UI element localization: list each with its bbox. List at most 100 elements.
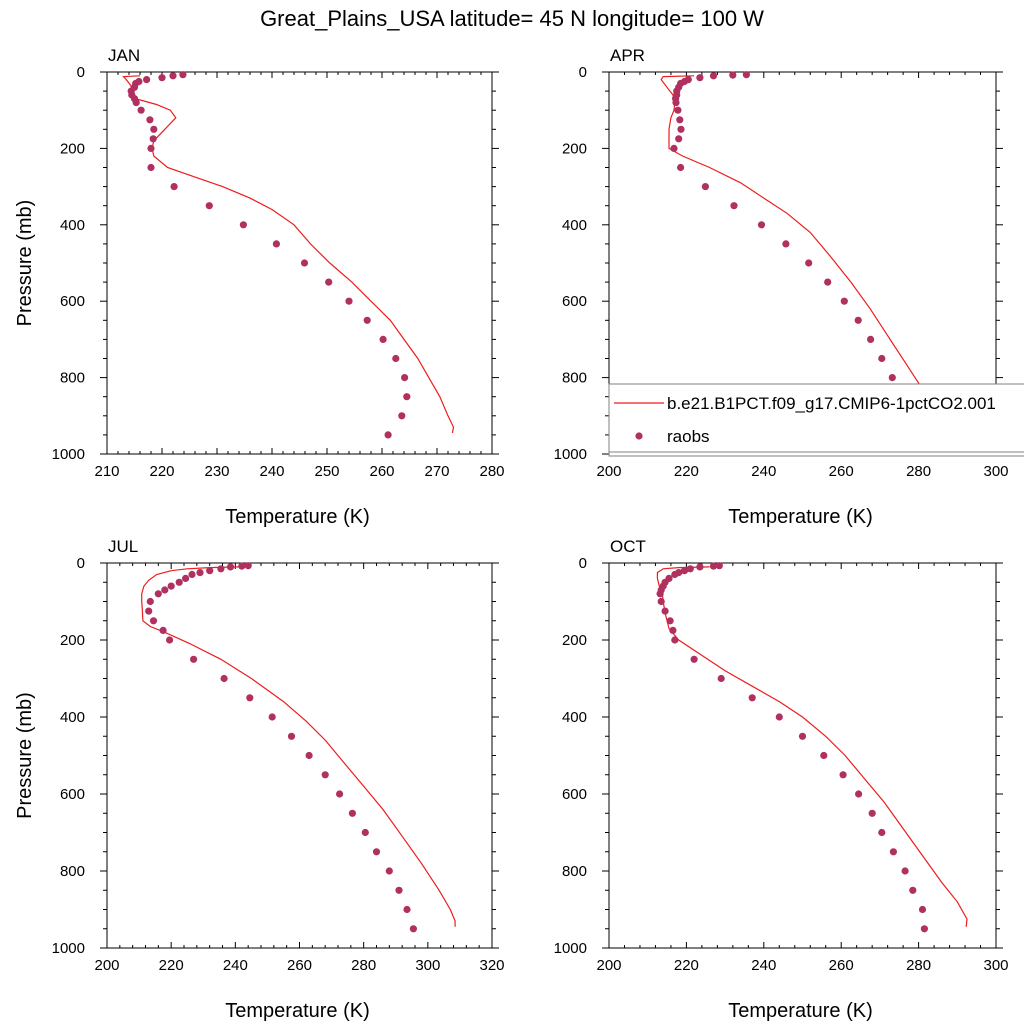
raobs-point — [901, 867, 909, 875]
raobs-point — [674, 106, 682, 114]
raobs-point — [239, 221, 247, 229]
x-tick-label: 320 — [479, 957, 504, 974]
raobs-point — [161, 586, 169, 594]
panel-title: APR — [610, 46, 645, 65]
raobs-point — [878, 828, 886, 837]
raobs-point — [888, 374, 896, 382]
y-tick-label: 400 — [60, 709, 85, 726]
raobs-point — [220, 674, 228, 683]
x-tick-label: 280 — [351, 957, 376, 974]
raobs-point — [166, 636, 174, 644]
y-axis-label: Pressure (mb) — [14, 692, 36, 819]
raobs-point — [656, 590, 664, 598]
x-tick-label: 240 — [751, 463, 776, 480]
raobs-point — [190, 655, 198, 663]
x-tick-label: 260 — [287, 957, 312, 974]
x-tick-label: 200 — [596, 957, 621, 974]
plot-frame — [106, 562, 493, 949]
x-tick-label: 230 — [204, 463, 229, 480]
raobs-point — [372, 848, 381, 856]
raobs-point — [143, 76, 151, 84]
raobs-point — [149, 617, 158, 625]
y-tick-label: 0 — [579, 555, 587, 572]
y-tick-label: 600 — [60, 786, 85, 803]
y-tick-label: 800 — [60, 863, 85, 880]
raobs-point — [226, 563, 235, 571]
x-tick-label: 280 — [906, 463, 931, 480]
x-tick-label: 240 — [751, 957, 776, 974]
y-tick-label: 400 — [60, 217, 85, 234]
x-tick-label: 200 — [596, 463, 621, 480]
x-tick-label: 250 — [314, 463, 339, 480]
y-tick-label: 0 — [77, 555, 85, 572]
raobs-point — [805, 259, 813, 267]
y-tick-label: 200 — [562, 632, 587, 649]
model-profile-line — [656, 566, 968, 927]
model-profile-line — [141, 566, 456, 927]
raobs-point — [179, 71, 187, 79]
raobs-point — [878, 354, 886, 363]
y-tick-label: 600 — [562, 786, 587, 803]
panel-title: OCT — [610, 537, 646, 556]
raobs-point — [132, 99, 140, 107]
raobs-point — [757, 221, 766, 229]
x-tick-label: 220 — [149, 463, 174, 480]
raobs-point — [150, 125, 158, 133]
x-tick-label: 280 — [479, 463, 504, 480]
raobs-point — [379, 335, 387, 343]
raobs-point — [677, 125, 685, 133]
raobs-point — [403, 393, 411, 401]
raobs-point — [300, 259, 309, 267]
raobs-point — [272, 240, 280, 248]
y-tick-label: 600 — [562, 293, 587, 310]
raobs-point — [325, 278, 333, 286]
raobs-point — [909, 886, 917, 894]
y-tick-label: 200 — [60, 140, 85, 157]
raobs-point — [205, 202, 213, 210]
y-tick-label: 800 — [60, 370, 85, 387]
raobs-point — [680, 567, 689, 575]
raobs-point — [820, 751, 828, 760]
y-tick-label: 0 — [77, 64, 85, 81]
raobs-point — [798, 732, 807, 740]
raobs-point — [715, 562, 723, 570]
raobs-point — [729, 71, 737, 79]
x-tick-label: 210 — [94, 463, 119, 480]
x-tick-label: 300 — [983, 463, 1008, 480]
panel-title: JAN — [108, 46, 140, 65]
x-tick-label: 220 — [674, 957, 699, 974]
x-tick-label: 220 — [674, 463, 699, 480]
raobs-point — [854, 316, 862, 324]
x-tick-label: 300 — [415, 957, 440, 974]
raobs-point — [361, 828, 369, 837]
raobs-point — [657, 597, 665, 606]
raobs-point — [403, 905, 411, 914]
raobs-point — [671, 636, 679, 644]
raobs-point — [169, 72, 177, 80]
raobs-point — [839, 771, 847, 779]
raobs-point — [686, 565, 694, 573]
raobs-point — [395, 886, 403, 894]
raobs-point — [348, 809, 356, 817]
legend-label-raobs: raobs — [667, 427, 710, 446]
raobs-point — [840, 297, 848, 305]
x-axis-label: Temperature (K) — [728, 506, 873, 528]
raobs-point — [363, 316, 371, 324]
raobs-point — [730, 202, 738, 210]
raobs-point — [701, 183, 710, 191]
x-tick-label: 260 — [829, 463, 854, 480]
y-tick-label: 200 — [60, 632, 85, 649]
x-tick-label: 270 — [424, 463, 449, 480]
x-axis-label: Temperature (K) — [225, 1000, 370, 1022]
raobs-point — [398, 412, 406, 420]
panel-title: JUL — [108, 537, 138, 556]
panel-oct: 200 220 240 260 280 300 0 200 400 600 800 1000 OCT Te… — [554, 537, 1009, 1022]
y-tick-label: 800 — [562, 370, 587, 387]
raobs-point — [146, 597, 154, 606]
panel-jan: 210 220 230 240 250 260 270 280 0 200 400 600 800 100… — [14, 46, 505, 528]
raobs-point — [748, 694, 756, 702]
raobs-point — [855, 790, 863, 798]
raobs-point — [149, 135, 157, 143]
x-tick-label: 260 — [369, 463, 394, 480]
